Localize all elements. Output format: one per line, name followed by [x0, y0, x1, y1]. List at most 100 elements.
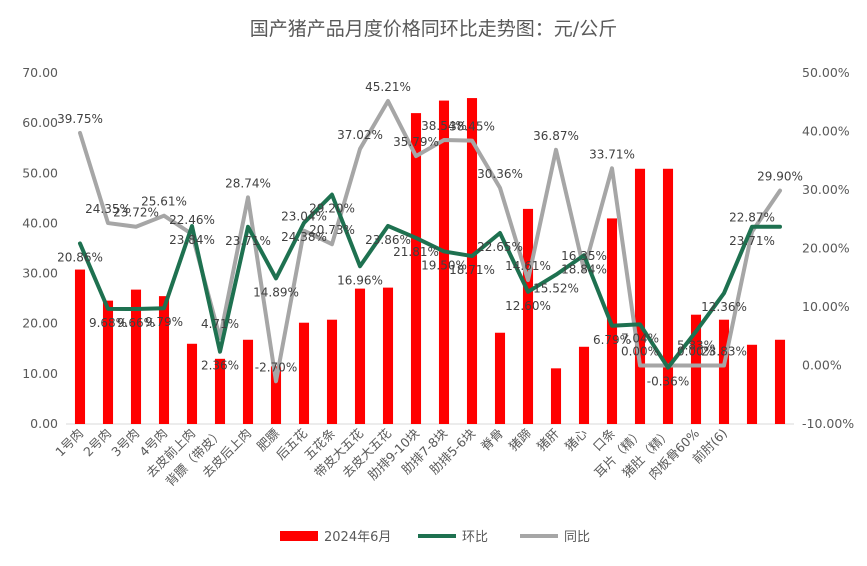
category-label: 后五花: [273, 426, 310, 463]
left-axis-tick-label: 0.00: [30, 416, 58, 431]
bar: [186, 343, 198, 424]
left-axis-tick-label: 50.00: [22, 165, 58, 180]
yoy-data-label: 28.74%: [225, 176, 271, 190]
yoy-data-label: 16.35%: [561, 249, 607, 263]
mom-data-label: 20.86%: [57, 250, 103, 264]
yoy-data-label: 24.35%: [85, 202, 131, 216]
mom-data-label: 18.71%: [449, 263, 495, 277]
bar: [326, 319, 338, 424]
yoy-data-label: 23.04%: [281, 210, 327, 224]
legend-swatch-bar: [280, 531, 318, 541]
mom-data-label: 19.50%: [421, 258, 467, 272]
mom-data-label: 6.79%: [593, 333, 631, 347]
left-axis-tick-label: 60.00: [22, 115, 58, 130]
yoy-data-label: 39.75%: [57, 112, 103, 126]
left-axis-tick-label: 10.00: [22, 366, 58, 381]
legend-label: 2024年6月: [324, 530, 391, 545]
category-label: 2号肉: [80, 426, 114, 460]
bar: [522, 208, 534, 424]
left-axis-tick-label: 70.00: [22, 65, 58, 80]
category-label: 猪肝: [534, 425, 563, 454]
category-label: 猪蹄: [506, 426, 534, 454]
mom-data-label: 23.71%: [225, 234, 271, 248]
bar: [578, 346, 590, 424]
bar: [690, 314, 702, 424]
bar: [634, 168, 646, 424]
yoy-data-label: 23.72%: [113, 206, 159, 220]
yoy-data-label: 0.00%: [677, 345, 715, 359]
bar: [158, 296, 170, 424]
mom-data-label: 16.96%: [337, 273, 383, 287]
mom-data-label: 21.81%: [393, 245, 439, 259]
bar: [242, 339, 254, 424]
yoy-data-label: 35.79%: [393, 135, 439, 149]
mom-data-label: 12.36%: [701, 300, 747, 314]
yoy-data-label: 30.36%: [477, 167, 523, 181]
mom-data-label: -0.36%: [647, 375, 689, 389]
bar: [382, 287, 394, 424]
mom-data-label: 5.83%: [677, 338, 715, 352]
mom-data-label: 9.68%: [89, 316, 127, 330]
bar: [130, 289, 142, 424]
yoy-data-label: 22.46%: [169, 213, 215, 227]
yoy-data-label: 29.90%: [757, 170, 803, 184]
bar: [102, 300, 114, 424]
bar: [466, 98, 478, 425]
yoy-data-label: -2.70%: [255, 360, 297, 374]
mom-data-label: 18.84%: [561, 262, 607, 276]
bar: [774, 339, 786, 424]
bar: [354, 288, 366, 424]
bar: [494, 332, 506, 424]
series-line-mom: [78, 192, 782, 370]
yoy-data-label: 38.45%: [449, 120, 495, 134]
yoy-data-label: 38.54%: [421, 119, 467, 133]
legend-label: 环比: [462, 530, 488, 545]
bar: [298, 322, 310, 424]
mom-data-label: 23.71%: [729, 234, 775, 248]
mom-data-label: 23.86%: [365, 233, 411, 247]
mom-data-label: 23.84%: [169, 233, 215, 247]
mom-data-label: 9.66%: [117, 316, 155, 330]
right-axis-tick-label: 20.00%: [802, 241, 850, 256]
category-label: 猪心: [562, 425, 591, 454]
right-axis-tick-label: 30.00%: [802, 182, 850, 197]
right-axis-tick-label: 40.00%: [802, 124, 850, 139]
bar: [662, 168, 674, 424]
mom-data-label: 15.52%: [533, 282, 579, 296]
bar: [746, 344, 758, 424]
yoy-data-label: 33.71%: [589, 147, 635, 161]
bar: [74, 269, 86, 424]
yoy-data-label: 20.73%: [309, 223, 355, 237]
mom-data-label: 24.38%: [281, 230, 327, 244]
yoy-data-label: 22.87%: [729, 211, 775, 225]
bar: [270, 366, 282, 424]
right-axis-tick-label: 10.00%: [802, 299, 850, 314]
right-axis-tick-label: -10.00%: [802, 416, 854, 431]
right-axis-tick-label: 50.00%: [802, 65, 850, 80]
yoy-data-label: 0.00%: [621, 345, 659, 359]
yoy-data-label: 25.61%: [141, 195, 187, 209]
mom-data-label: 2.36%: [201, 359, 239, 373]
bar: [410, 113, 422, 424]
left-axis-tick-label: 30.00: [22, 266, 58, 281]
bar: [438, 100, 450, 424]
yoy-data-label: 37.02%: [337, 128, 383, 142]
legend-label: 同比: [564, 530, 590, 545]
bar: [214, 358, 226, 424]
right-axis-tick-label: 0.00%: [802, 358, 842, 373]
category-label: 脊骨: [478, 426, 506, 454]
bar: [718, 319, 730, 424]
mom-data-label: 12.60%: [505, 299, 551, 313]
yoy-data-label: 23.83%: [701, 345, 747, 359]
chart-title: 国产猪产品月度价格同环比走势图：元/公斤: [249, 18, 618, 40]
category-label: 3号肉: [108, 426, 142, 460]
mom-data-label: 29.20%: [309, 202, 355, 216]
mom-data-label: 14.89%: [253, 285, 299, 299]
bar: [550, 368, 562, 424]
yoy-data-label: 4.71%: [201, 317, 239, 331]
yoy-data-label: 36.87%: [533, 129, 579, 143]
mom-data-label: 7.04%: [621, 331, 659, 345]
mom-data-label: 22.65%: [477, 240, 523, 254]
